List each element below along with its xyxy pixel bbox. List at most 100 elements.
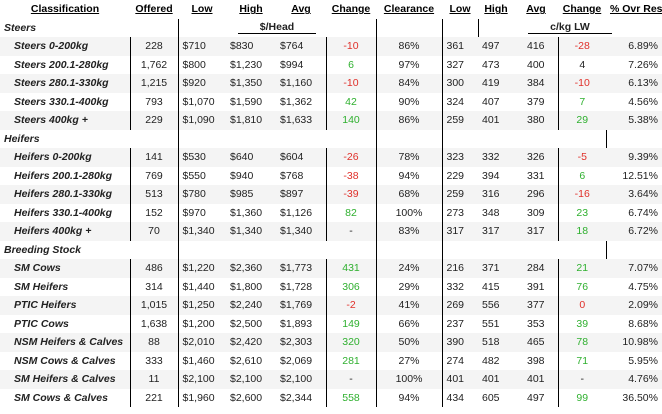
row-offered: 1,762 bbox=[129, 55, 179, 74]
row-change-kg: -10 bbox=[558, 74, 606, 93]
row-classification: SM Heifers & Calves bbox=[0, 370, 130, 389]
row-high-head: $2,360 bbox=[226, 259, 276, 278]
row-ovr-res: 4.76% bbox=[606, 370, 662, 389]
header-row: Classification Offered Low High Avg Chan… bbox=[0, 0, 662, 19]
header-low-kg: Low bbox=[449, 3, 471, 16]
table-row: PTIC Heifers 1,015 $1,250 $2,240 $1,769 -2 41%… bbox=[0, 296, 662, 315]
section-empty-cell bbox=[178, 130, 226, 149]
row-low-head: $710 bbox=[178, 37, 226, 56]
row-avg-head: $2,344 bbox=[276, 388, 327, 407]
row-high-head: $985 bbox=[226, 185, 276, 204]
row-avg-head: $994 bbox=[276, 55, 327, 74]
row-classification: Heifers 280.1-330kg bbox=[0, 185, 130, 204]
row-high-kg: 518 bbox=[478, 333, 514, 352]
section-empty-cell bbox=[442, 130, 478, 149]
row-avg-kg: 384 bbox=[514, 74, 559, 93]
row-change-kg: 6 bbox=[579, 169, 586, 182]
row-classification: Heifers 330.1-400kg bbox=[14, 206, 113, 219]
row-low-head: $920 bbox=[178, 74, 226, 93]
row-high-head: $2,420 bbox=[226, 333, 276, 352]
section-empty-cell bbox=[558, 129, 607, 148]
row-clearance: 94% bbox=[376, 166, 443, 185]
row-offered: 229 bbox=[129, 111, 179, 130]
row-avg-kg: 331 bbox=[514, 166, 559, 185]
row-clearance: 68% bbox=[376, 185, 443, 204]
row-high-head: $830 bbox=[226, 37, 276, 56]
row-low-head: $1,200 bbox=[182, 317, 215, 330]
row-classification: Heifers 0-200kg bbox=[0, 148, 130, 167]
row-clearance: 90% bbox=[376, 92, 443, 111]
row-change-kg: 78 bbox=[558, 333, 606, 352]
row-ovr-res: 6.89% bbox=[606, 37, 662, 56]
row-low-kg: 259 bbox=[442, 111, 478, 130]
row-clearance: 97% bbox=[376, 55, 443, 74]
row-low-head: $1,440 bbox=[182, 280, 215, 293]
row-ovr-res: 12.51% bbox=[622, 169, 658, 182]
section-empty-cell bbox=[442, 18, 479, 37]
row-avg-head: $1,633 bbox=[276, 111, 327, 130]
row-change-head: - bbox=[326, 370, 377, 389]
header-change-kg: Change bbox=[562, 3, 602, 16]
row-avg-kg: 465 bbox=[514, 333, 559, 352]
row-high-head: $2,100 bbox=[226, 370, 276, 389]
row-high-kg: 473 bbox=[482, 58, 500, 71]
section-empty-cell bbox=[130, 18, 179, 37]
row-avg-kg: 400 bbox=[514, 55, 559, 74]
row-high-kg: 394 bbox=[482, 169, 500, 182]
section-empty-cell bbox=[558, 240, 607, 259]
row-high-head: $2,240 bbox=[226, 296, 276, 315]
section-empty-cell bbox=[226, 241, 276, 260]
row-clearance: 94% bbox=[376, 388, 443, 407]
row-low-head: $1,090 bbox=[178, 111, 226, 130]
section-empty-cell bbox=[442, 241, 478, 260]
row-avg-kg: 377 bbox=[514, 296, 559, 315]
row-high-kg: 556 bbox=[478, 296, 514, 315]
row-ovr-res: 4.75% bbox=[628, 280, 658, 293]
header-clearance: Clearance bbox=[383, 3, 435, 16]
row-clearance: 41% bbox=[376, 296, 443, 315]
row-avg-head: $768 bbox=[276, 166, 327, 185]
table-row: SM Cows & Calves 221 $1,960 $2,600 $2,344 558… bbox=[0, 388, 662, 407]
row-avg-head: $764 bbox=[276, 37, 327, 56]
row-offered: 152 bbox=[129, 203, 179, 222]
table-row: Steers 400kg +229 $1,090 $1,810 $1,633 140 86… bbox=[0, 111, 662, 130]
row-change-head: 320 bbox=[326, 333, 377, 352]
section-row: Heifers bbox=[0, 129, 662, 149]
row-offered: 70 bbox=[129, 222, 179, 241]
row-avg-kg: 317 bbox=[514, 222, 559, 241]
row-ovr-res: 7.07% bbox=[606, 259, 662, 278]
row-avg-kg: 401 bbox=[514, 370, 559, 389]
row-classification: PTIC Heifers bbox=[0, 296, 130, 315]
row-ovr-res: 3.64% bbox=[606, 185, 662, 204]
row-classification: Steers 0-200kg bbox=[0, 37, 130, 56]
row-avg-head: $2,100 bbox=[276, 370, 327, 389]
row-offered: 11 bbox=[129, 370, 179, 389]
row-high-kg: 407 bbox=[482, 95, 500, 108]
header-high: High bbox=[239, 3, 263, 16]
row-change-head: 6 bbox=[326, 55, 377, 74]
row-clearance: 100% bbox=[376, 203, 443, 222]
row-high-kg: 419 bbox=[478, 74, 514, 93]
row-ovr-res: 5.95% bbox=[628, 354, 658, 367]
table-row: Heifers 280.1-330kg 513 $780 $985 $897 -39 68%… bbox=[0, 185, 662, 204]
row-high-kg: 497 bbox=[478, 37, 514, 56]
section-empty-cell bbox=[276, 130, 326, 149]
row-clearance: 84% bbox=[376, 74, 443, 93]
row-change-kg: -5 bbox=[558, 148, 606, 167]
row-low-kg: 273 bbox=[446, 206, 465, 219]
section-empty-cell bbox=[326, 240, 377, 259]
row-avg-kg: 380 bbox=[514, 111, 559, 130]
row-clearance: 100% bbox=[376, 370, 443, 389]
section-title: Steers bbox=[4, 21, 37, 34]
section-empty-cell bbox=[376, 18, 443, 37]
section-empty-cell bbox=[276, 241, 326, 260]
header-classification: Classification bbox=[30, 3, 100, 16]
section-empty-cell bbox=[326, 129, 377, 148]
row-avg-kg: 326 bbox=[514, 148, 559, 167]
row-ovr-res: 36.50% bbox=[622, 391, 658, 404]
row-offered: 333 bbox=[129, 351, 179, 370]
row-change-head: 140 bbox=[326, 111, 377, 130]
row-classification: SM Cows & Calves bbox=[14, 391, 108, 404]
section-empty-cell bbox=[514, 241, 558, 260]
